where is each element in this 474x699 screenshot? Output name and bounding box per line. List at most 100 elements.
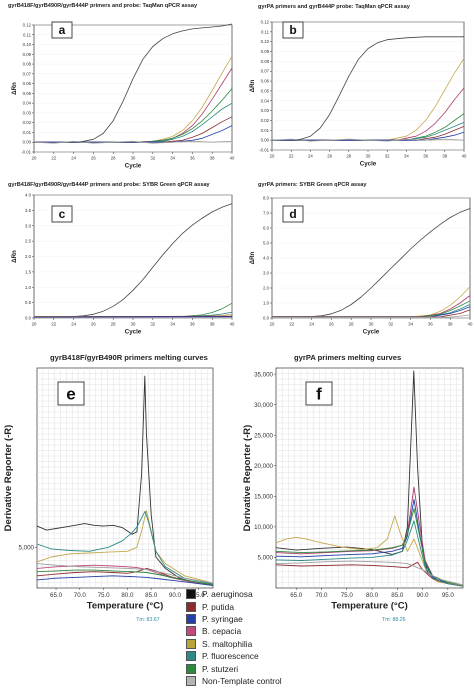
x-tick-label: 90.0 — [417, 592, 430, 599]
x-tick-label: 80.0 — [121, 592, 134, 599]
y-tick-label: 0.12 — [23, 23, 32, 28]
series-line-1 — [36, 510, 214, 584]
y-tick-label: 2.0 — [25, 254, 32, 259]
panel-label-box — [282, 21, 304, 39]
x-axis-label: Cycle — [363, 329, 380, 336]
x-tick-label: 40 — [230, 155, 235, 160]
x-tick-label: 20 — [32, 155, 37, 160]
y-tick-label: 0.5 — [25, 300, 32, 305]
y-tick-label: 0.0 — [25, 316, 32, 321]
series-line-0 — [34, 203, 233, 317]
x-tick-label: 36 — [423, 153, 428, 158]
legend-item: B. cepacia — [186, 625, 336, 637]
x-tick-label: 80.0 — [366, 592, 379, 599]
legend-swatch — [186, 601, 196, 612]
y-tick-label: 0.05 — [261, 88, 270, 93]
series-line-6 — [36, 569, 214, 586]
y-axis-label: ΔRn — [11, 250, 18, 263]
series-line-3 — [34, 88, 233, 143]
y-tick-label: 4.0 — [25, 193, 32, 198]
legend-item: Non-Template control — [186, 675, 336, 687]
x-tick-label: 26 — [91, 155, 96, 160]
y-tick-label: 0.03 — [23, 110, 32, 115]
y-tick-label: 0.10 — [23, 42, 32, 47]
y-tick-label: 25,000 — [254, 432, 273, 439]
x-tick-label: 70.0 — [74, 592, 87, 599]
legend-swatch — [186, 589, 196, 600]
x-tick-label: 75.0 — [341, 592, 354, 599]
x-axis-label: Temperature (°C) — [331, 601, 407, 612]
y-tick-label: 0.06 — [261, 79, 270, 84]
x-axis-label: Cycle — [125, 329, 142, 336]
y-tick-label: 0.08 — [261, 59, 270, 64]
legend-label: P. putida — [202, 601, 234, 612]
panel-label-box — [51, 21, 73, 39]
x-tick-label: 40 — [462, 153, 467, 158]
y-tick-label: 5.0 — [263, 241, 270, 246]
y-tick-label: 0.09 — [261, 49, 270, 54]
chart-panel-f: 5,000 10,000 15,000 20,000 25,000 30,000 35,00… — [242, 353, 464, 623]
panel-label: d — [289, 207, 296, 221]
chart-panel-a: -0.01 0.00 0.01 0.02 0.03 0.04 0.05 0.06 0.07 0.0… — [8, 3, 235, 170]
y-tick-label: 0.10 — [261, 39, 270, 44]
legend-label: P. stutzeri — [202, 663, 239, 674]
x-tick-label: 85.0 — [145, 592, 158, 599]
legend-swatch — [186, 651, 196, 662]
legend-label: P. fluorescence — [202, 651, 259, 662]
y-tick-label: 0.00 — [261, 138, 270, 143]
series-line-5 — [36, 575, 214, 587]
y-tick-label: 8.0 — [263, 196, 270, 201]
series-line-7 — [271, 138, 465, 142]
panel-label-box — [57, 381, 85, 406]
x-tick-label: 30 — [366, 153, 371, 158]
y-tick-label: 0.01 — [261, 128, 270, 133]
y-axis-label: Derivative Reporter (-R) — [3, 425, 14, 532]
x-tick-label: 90.0 — [169, 592, 182, 599]
legend-item: P. stutzeri — [186, 662, 336, 674]
x-tick-label: 36 — [190, 321, 195, 326]
chart-panel-c: 0.0 0.5 1.0 1.5 2.0 2.5 3.0 3.5 4.0 20 22 24 26 28 30 3… — [8, 182, 235, 336]
plot-area — [271, 21, 465, 151]
x-tick-label: 95.0 — [442, 592, 455, 599]
legend-label: P. syringae — [202, 613, 243, 624]
y-axis-label: ΔRn — [249, 79, 256, 92]
x-tick-label: 34 — [404, 153, 409, 158]
y-tick-label: 4.0 — [263, 256, 270, 261]
y-tick-label: 0.07 — [23, 71, 32, 76]
chart-title: gyrPA primers: SYBR Green qPCR assay — [258, 182, 367, 188]
legend-swatch — [186, 638, 196, 649]
y-tick-label: 0.01 — [23, 130, 32, 135]
x-axis-label: Cycle — [125, 163, 142, 170]
chart-title: gyrPA primers and gyrB444P probe: TaqMan… — [258, 4, 411, 10]
y-tick-label: 5,000 — [19, 544, 35, 551]
x-tick-label: 40 — [468, 321, 473, 326]
chart-panel-e: 5,000 65.0 70.0 75.0 80.0 85.0 90.0 95.0 gyrB418… — [3, 353, 214, 623]
chart-panel-d: 0.0 1.0 2.0 3.0 4.0 5.0 6.0 7.0 8.0 20 22 24 26 28 30 3… — [249, 182, 473, 336]
panel-label-box — [51, 205, 73, 223]
legend-label: S. maltophilia — [202, 638, 253, 649]
x-axis-label: Temperature (°C) — [87, 601, 163, 612]
series-line-0 — [34, 23, 233, 143]
x-tick-label: 26 — [327, 153, 332, 158]
x-tick-label: 22 — [51, 321, 56, 326]
series-line-1 — [272, 58, 465, 141]
x-tick-label: 28 — [346, 153, 351, 158]
legend-item: P. syringae — [186, 613, 336, 625]
series-line-4 — [34, 102, 233, 143]
y-tick-label: 0.11 — [261, 29, 270, 34]
y-tick-label: 0.09 — [23, 52, 32, 57]
y-tick-label: 0.0 — [263, 316, 270, 321]
series-line-3 — [275, 508, 464, 587]
y-tick-label: 3.0 — [263, 271, 270, 276]
legend: P. aeruginosa P. putida P. syringae B. c… — [186, 588, 336, 687]
x-tick-label: 28 — [111, 155, 116, 160]
y-tick-label: -0.01 — [259, 148, 269, 153]
legend-item: P. fluorescence — [186, 650, 336, 662]
y-tick-label: 0.11 — [23, 32, 32, 37]
series-line-0 — [36, 375, 214, 586]
y-tick-label: 0.07 — [261, 69, 270, 74]
x-tick-label: 20 — [32, 321, 37, 326]
chart-title: gyrPA primers melting curves — [294, 353, 401, 362]
x-tick-label: 24 — [71, 321, 76, 326]
legend-label: B. cepacia — [202, 626, 242, 637]
